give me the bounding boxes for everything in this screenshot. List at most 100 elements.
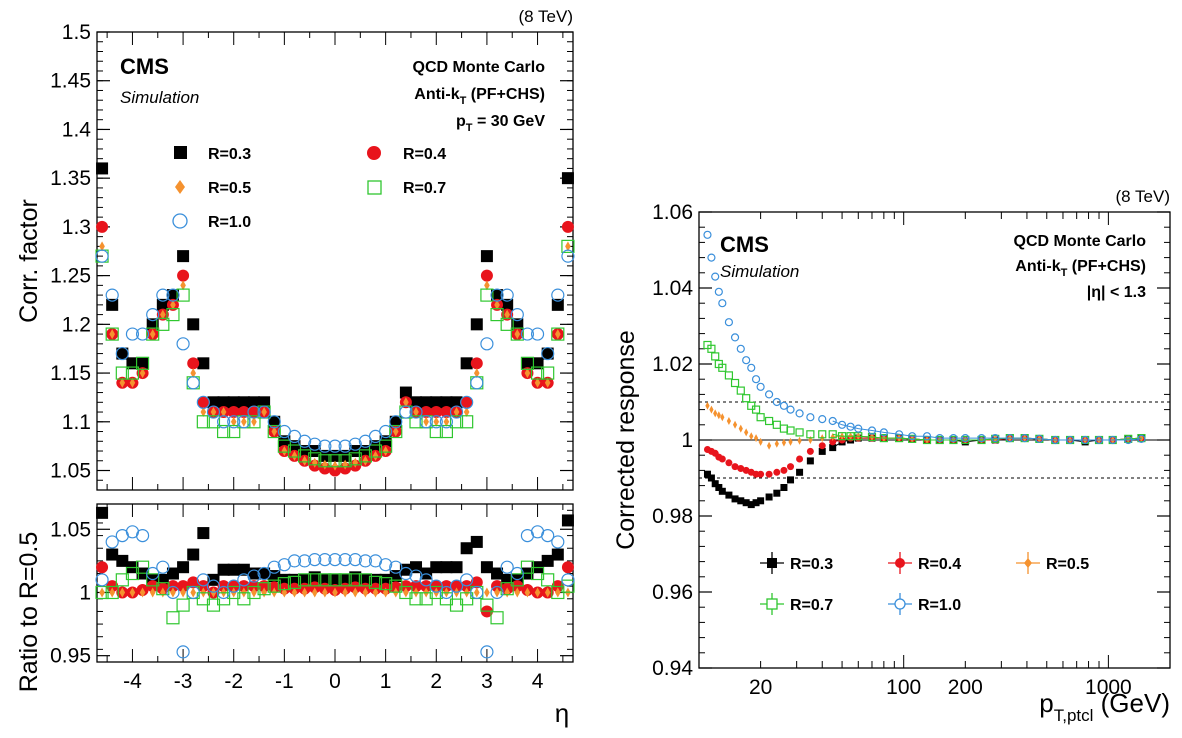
ratio-point-r05: [322, 587, 328, 598]
resp-point-r03: [757, 497, 765, 505]
left-top-ylabel: Corr. factor: [15, 199, 43, 323]
right-algo-label: Anti-kT (PF+CHS): [1015, 258, 1146, 279]
resp-point-r10: [786, 405, 795, 414]
ratio-point-r07: [257, 582, 271, 596]
ratio-point-r10: [227, 579, 241, 593]
resp-point-r10: [991, 434, 1000, 443]
point-r10: [389, 415, 403, 429]
ratio-point-r03: [116, 554, 129, 567]
resp-point-r10: [949, 434, 958, 443]
point-r07: [156, 317, 170, 331]
ratio-point-r10: [267, 560, 281, 574]
point-r07: [166, 307, 180, 322]
ratio-point-r03: [258, 567, 271, 580]
legend-marker-r07: [367, 180, 382, 195]
point-r07: [298, 449, 312, 463]
resp-point-r04: [806, 447, 814, 455]
point-r10: [298, 434, 312, 448]
resp-point-r05: [705, 401, 710, 410]
right-cms-label: CMS: [720, 232, 769, 257]
point-r07: [348, 452, 362, 466]
ratio-point-r04: [410, 580, 423, 593]
point-r05: [443, 416, 450, 427]
ratio-point-r07: [480, 598, 494, 612]
resp-point-r05: [788, 437, 793, 446]
resp-point-r07: [854, 432, 863, 441]
y-tick-label: 1.3: [62, 216, 91, 239]
ratio-point-r03: [541, 554, 554, 567]
point-r10: [439, 415, 454, 429]
ratio-point-r03: [339, 573, 352, 586]
point-r05: [139, 368, 146, 379]
right-points: [703, 230, 1146, 509]
ratio-point-r07: [490, 611, 504, 625]
point-r10: [460, 395, 474, 409]
left-energy-label: (8 TeV): [519, 7, 574, 26]
right-ylabel: Corrected response: [612, 330, 640, 550]
ratio-point-r10: [156, 560, 170, 574]
point-r05: [332, 460, 338, 471]
left-top-points: [95, 162, 575, 477]
point-r05: [281, 446, 288, 457]
point-r07: [541, 366, 555, 380]
point-r07: [176, 288, 190, 302]
point-r07: [379, 439, 393, 453]
point-r03: [430, 396, 443, 409]
y-tick-label: 0.98: [652, 505, 693, 528]
x-tick-label: 100: [886, 676, 921, 699]
point-r10: [196, 395, 210, 409]
resp-point-r10: [828, 416, 837, 426]
right-legend-marker-r05: [1016, 552, 1040, 574]
point-r07: [480, 288, 494, 302]
ratio-point-r04: [389, 581, 402, 594]
point-r10: [551, 288, 565, 302]
resp-point-r04: [818, 442, 826, 450]
point-r05: [534, 377, 541, 388]
ratio-point-r03: [187, 548, 200, 561]
ratio-point-r03: [440, 561, 453, 574]
ratio-point-r04: [187, 576, 200, 589]
point-r07: [368, 444, 383, 458]
resp-point-r03: [765, 493, 773, 501]
y-tick-label: 0.95: [50, 645, 91, 668]
ratio-point-r03: [491, 567, 504, 580]
resp-point-r10: [751, 375, 761, 384]
point-r03: [247, 396, 260, 409]
ratio-point-r07: [348, 573, 362, 587]
point-r10: [105, 288, 119, 302]
ratio-point-r10: [429, 579, 443, 593]
ratio-point-r10: [196, 573, 210, 587]
ratio-point-r03: [197, 527, 210, 540]
point-r03: [521, 357, 534, 370]
right-legend-label-r05: R=0.5: [1046, 556, 1089, 573]
resp-point-r05: [758, 437, 763, 446]
point-r05: [241, 416, 247, 427]
point-r10: [237, 415, 251, 429]
resp-point-r07: [764, 416, 774, 426]
right-legend: R=0.3 R=0.4 R=0.5 R=0.7: [760, 552, 1089, 615]
point-r07: [460, 415, 474, 429]
ratio-point-r10: [247, 569, 261, 583]
point-r03: [308, 445, 321, 458]
ratio-point-r07: [298, 573, 312, 587]
resp-point-r04: [757, 470, 765, 478]
ratio-point-r07: [561, 579, 575, 593]
point-r07: [338, 454, 352, 468]
point-r04: [247, 406, 260, 419]
y-tick-label: 1.04: [652, 277, 693, 300]
ratio-point-r05: [403, 587, 409, 598]
point-r03: [227, 396, 240, 409]
ratio-point-r05: [494, 587, 500, 598]
ratio-point-r04: [561, 561, 574, 574]
left-top-panel: 1.05 1.1 1.15 1.2 1.25 1.3 1.35 1.4 1.45 1.5 (8 T…: [15, 7, 575, 491]
left-legend: R=0.3 R=0.4 R=0.5 R=0.7 R=1.0: [172, 146, 446, 231]
ratio-point-r10: [500, 560, 514, 574]
point-r05: [190, 368, 197, 379]
ratio-point-r05: [149, 587, 156, 598]
resp-point-r10: [854, 424, 863, 433]
resp-point-r05: [797, 436, 802, 445]
point-r04: [237, 406, 250, 419]
point-r05: [453, 407, 460, 418]
resp-point-r07: [846, 432, 855, 441]
point-r03: [399, 386, 412, 399]
